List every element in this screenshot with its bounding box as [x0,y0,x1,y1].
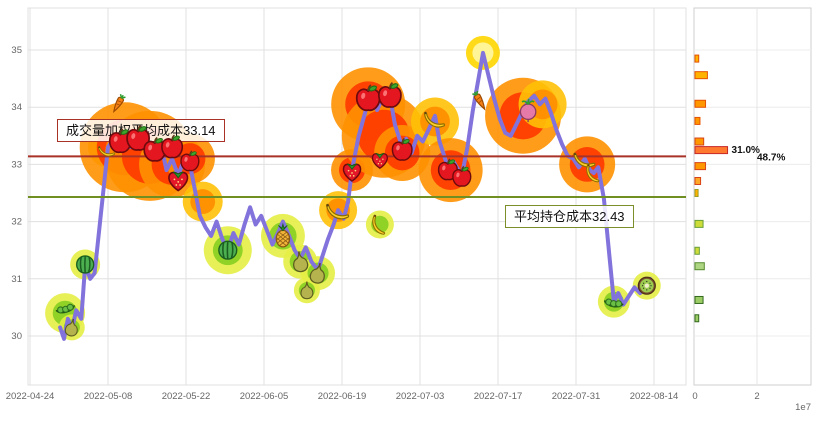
heat-blobs [45,35,661,341]
y-tick-label: 32 [11,217,22,228]
y-tick-label: 34 [11,102,22,113]
x-tick-label: 2022-05-22 [162,391,211,402]
volume-bar [694,162,707,171]
volume-bar [694,137,705,146]
volume-bar [694,314,700,323]
panel-x-tick-label: 0 [692,391,697,402]
volume-bar [694,99,707,108]
volume-bar [694,219,704,228]
axis-labels: 2022-04-24 2022-05-08 2022-05-22 2022-06-05… [6,45,679,402]
y-tick-label: 35 [11,45,22,56]
volume-panel: 31.0%48.7% 0 2 1e7 [692,7,812,413]
volume-bars: 31.0%48.7% [694,54,785,323]
x-tick-label: 2022-04-24 [6,391,55,402]
volume-bar [694,71,708,80]
volume-bar [694,189,699,197]
x-tick-label: 2022-07-03 [396,391,445,402]
x-tick-label: 2022-05-08 [84,391,133,402]
panel-x-tick-label: 2 [754,391,759,402]
profit-ratio-label: 31.0% [732,145,760,156]
y-tick-label: 31 [11,274,22,285]
vwap-cost-label: 成交量加权平均成本33.14 [57,119,225,142]
volume-bar [694,246,700,255]
volume-bar [694,54,700,63]
x-tick-label: 2022-08-14 [630,391,679,402]
x-tick-label: 2022-06-19 [318,391,367,402]
concentration-label: 48.7% [757,153,785,164]
volume-bar [694,295,704,304]
x-tick-label: 2022-07-17 [474,391,523,402]
avg-cost-label: 平均持仓成本32.43 [505,205,634,228]
scale-label: 1e7 [795,402,811,413]
x-tick-label: 2022-07-31 [552,391,601,402]
volume-bar [694,262,705,271]
x-tick-label: 2022-06-05 [240,391,289,402]
volume-bar [694,146,729,155]
volume-bar [694,116,701,125]
y-tick-label: 33 [11,159,22,170]
volume-bar [694,176,702,185]
y-tick-label: 30 [11,331,22,342]
